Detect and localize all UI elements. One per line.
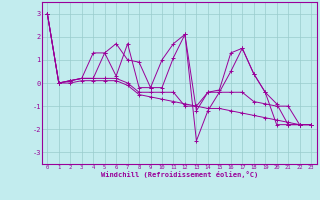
X-axis label: Windchill (Refroidissement éolien,°C): Windchill (Refroidissement éolien,°C): [100, 171, 258, 178]
